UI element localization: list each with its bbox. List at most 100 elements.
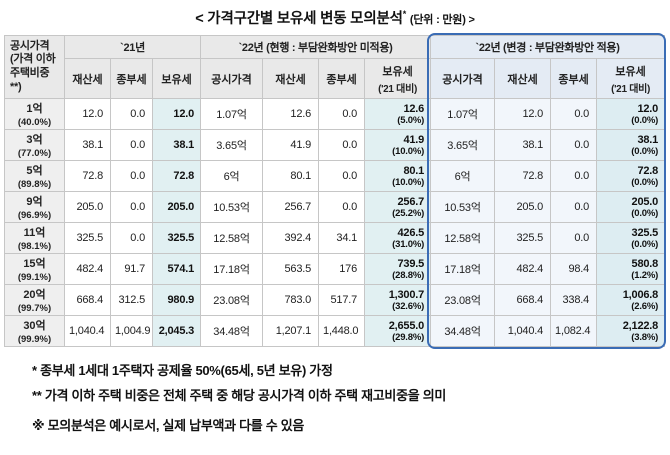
tax-value-cell: 668.4 — [64, 284, 111, 316]
tax-value-cell: 1,300.7 (32.6%) — [364, 284, 432, 316]
table-body: 1억 (40.0%) 12.0 0.0 12.0 1.07억 12.6 0.0 12.6 (5.0… — [4, 98, 666, 347]
col-header-current-holding-tax: 보유세 ('21 대비) — [364, 58, 432, 99]
footnote-1: * 종부세 1세대 1주택자 공제율 50%(65세, 5년 보유) 가정 — [32, 363, 333, 378]
table-row: 5억 (89.8%) 72.8 0.0 72.8 6억 80.1 0.0 80.1 (10.0%)… — [4, 160, 666, 192]
change-vs-2021-pct: (28.8%) — [392, 269, 425, 281]
tax-value-cell: 0.0 — [318, 98, 366, 130]
assessed-price-cell: 3.65억 — [200, 129, 264, 161]
tax-value-cell: 574.1 — [151, 253, 202, 285]
corner-line3: 주택비중**) — [10, 67, 50, 93]
tax-value-cell: 12.6 (5.0%) — [364, 98, 432, 130]
table-row: 1억 (40.0%) 12.0 0.0 12.0 1.07억 12.6 0.0 12.6 (5.0… — [4, 98, 666, 130]
corner-line2: (가격 이하 — [10, 53, 56, 66]
tax-value-cell: 0.0 — [110, 160, 153, 192]
tax-value-cell: 1,040.4 — [64, 315, 111, 347]
footnote-3: ※ 모의분석은 예시로서, 실제 납부액과 다를 수 있음 — [32, 418, 305, 433]
tax-value-cell: 34.1 — [318, 222, 366, 254]
tax-value-cell: 563.5 — [262, 253, 320, 285]
tax-value-cell: 205.0 — [64, 191, 111, 223]
change-vs-2021-pct: (0.0%) — [631, 238, 659, 250]
tax-value-cell: 0.0 — [110, 98, 153, 130]
tax-value-cell: 739.5 (28.8%) — [364, 253, 432, 285]
assessed-price-cell: 23.08억 — [430, 284, 496, 316]
tax-value-cell: 72.8 — [151, 160, 202, 192]
group-header-2021: `21년 — [63, 35, 202, 59]
col-header-2021-comprehensive-tax: 종부세 — [110, 58, 153, 99]
tax-value-cell: 38.1 (0.0%) — [596, 129, 666, 161]
tax-value-cell: 0.0 — [318, 160, 366, 192]
col-header-2021-property-tax: 재산세 — [64, 58, 111, 99]
change-vs-2021-pct: (10.0%) — [392, 176, 425, 188]
change-vs-2021-pct: (2.6%) — [631, 300, 659, 312]
assessed-price-cell: 34.48억 — [200, 315, 264, 347]
assessed-price-cell: 3.65억 — [430, 129, 496, 161]
tax-value-cell: 482.4 — [64, 253, 111, 285]
tax-value-cell: 0.0 — [318, 129, 366, 161]
tax-value-cell: 0.0 — [550, 129, 598, 161]
tax-value-cell: 0.0 — [550, 160, 598, 192]
title-main: < 가격구간별 보유세 변동 모의분석 — [195, 11, 403, 27]
price-bracket-cell: 30억 (99.9%) — [4, 315, 65, 347]
tax-value-cell: 325.5 (0.0%) — [596, 222, 666, 254]
col-header-revised-property-tax: 재산세 — [494, 58, 552, 99]
tax-value-cell: 205.0 — [151, 191, 202, 223]
tax-value-cell: 1,006.8 (2.6%) — [596, 284, 666, 316]
assessed-price-cell: 10.53억 — [430, 191, 496, 223]
price-bracket-cell: 15억 (99.1%) — [4, 253, 65, 285]
footnote-2: ** 가격 이하 주택 비중은 전체 주택 중 해당 공시가격 이하 주택 재고… — [32, 388, 447, 403]
tax-value-cell: 80.1 — [262, 160, 320, 192]
tax-value-cell: 668.4 — [494, 284, 552, 316]
col-header-current-price: 공시가격 — [200, 58, 264, 99]
col-header-2021-holding-tax: 보유세 — [151, 58, 202, 99]
col-header-current-property-tax: 재산세 — [262, 58, 320, 99]
assessed-price-cell: 17.18억 — [200, 253, 264, 285]
assessed-price-cell: 6억 — [200, 160, 264, 192]
col-header-revised-comprehensive-tax: 종부세 — [550, 58, 598, 99]
table-row: 20억 (99.7%) 668.4 312.5 980.9 23.08억 783.0 517.… — [4, 284, 666, 316]
tax-value-cell: 2,122.8 (3.8%) — [596, 315, 666, 347]
price-bracket-cell: 9억 (96.9%) — [4, 191, 65, 223]
sub-header-row: 재산세 종부세 보유세 공시가격 재산세 종부세 보유세 ('21 대비) 공시가… — [5, 58, 666, 99]
assessed-price-cell: 34.48억 — [430, 315, 496, 347]
tax-value-cell: 72.8 — [494, 160, 552, 192]
tax-value-cell: 38.1 — [494, 129, 552, 161]
table-row: 11억 (98.1%) 325.5 0.0 325.5 12.58억 392.4 34.1 42… — [4, 222, 666, 254]
table-row: 3억 (77.0%) 38.1 0.0 38.1 3.65억 41.9 0.0 41.9 (10.… — [4, 129, 666, 161]
tax-value-cell: 0.0 — [550, 191, 598, 223]
group-header-row: 공시가격 (가격 이하 주택비중**) `21년 `22년 (현행 : 부담완화… — [4, 35, 666, 99]
table-row: 30억 (99.9%) 1,040.4 1,004.9 2,045.3 34.48억 1,2… — [4, 315, 666, 347]
price-bracket-cell: 11억 (98.1%) — [4, 222, 65, 254]
title-unit: (단위 : 만원) > — [409, 14, 475, 26]
tax-value-cell: 338.4 — [550, 284, 598, 316]
table-row: 9억 (96.9%) 205.0 0.0 205.0 10.53억 256.7 0.0 256.… — [4, 191, 666, 223]
tax-value-cell: 0.0 — [550, 98, 598, 130]
tax-value-cell: 256.7 (25.2%) — [364, 191, 432, 223]
corner-line1: 공시가격 — [10, 39, 50, 52]
tax-value-cell: 392.4 — [262, 222, 320, 254]
change-vs-2021-pct: (5.0%) — [397, 114, 425, 126]
tax-value-cell: 1,448.0 — [318, 315, 366, 347]
tax-value-cell: 0.0 — [550, 222, 598, 254]
tax-simulation-table: 공시가격 (가격 이하 주택비중**) `21년 `22년 (현행 : 부담완화… — [4, 35, 666, 347]
col-header-current-comprehensive-tax: 종부세 — [318, 58, 366, 99]
tax-value-cell: 176 — [318, 253, 366, 285]
assessed-price-cell: 6억 — [430, 160, 496, 192]
change-vs-2021-pct: (0.0%) — [631, 207, 659, 219]
col-header-revised-price: 공시가격 — [430, 58, 496, 99]
tax-value-cell: 1,082.4 — [550, 315, 598, 347]
table-row: 15억 (99.1%) 482.4 91.7 574.1 17.18억 563.5 176 73… — [4, 253, 666, 285]
change-vs-2021-pct: (0.0%) — [631, 145, 659, 157]
tax-value-cell: 325.5 — [151, 222, 202, 254]
tax-value-cell: 205.0 — [494, 191, 552, 223]
price-bracket-cell: 3억 (77.0%) — [4, 129, 65, 161]
tax-value-cell: 12.0 — [151, 98, 202, 130]
tax-value-cell: 2,045.3 — [151, 315, 202, 347]
assessed-price-cell: 12.58억 — [430, 222, 496, 254]
change-vs-2021-pct: (31.0%) — [392, 238, 425, 250]
table-wrap: 공시가격 (가격 이하 주택비중**) `21년 `22년 (현행 : 부담완화… — [4, 33, 666, 349]
tax-value-cell: 38.1 — [64, 129, 111, 161]
tax-value-cell: 517.7 — [318, 284, 366, 316]
tax-value-cell: 426.5 (31.0%) — [364, 222, 432, 254]
assessed-price-cell: 17.18억 — [430, 253, 496, 285]
group-header-2022-revised: `22년 (변경 : 부담완화방안 적용) — [430, 35, 666, 59]
